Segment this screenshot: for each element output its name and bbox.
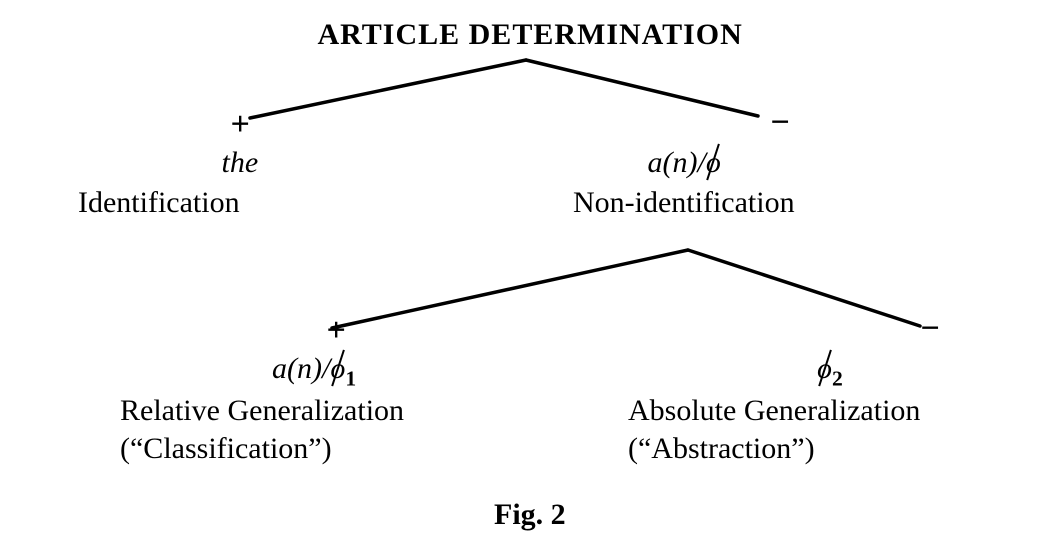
label-non-identification: Non-identification <box>573 186 795 219</box>
article-an-phi1: a(n)/o1 <box>272 352 356 391</box>
minus-sign-right-top: − <box>771 104 790 141</box>
sublabel-classification: (“Classification”) <box>120 432 332 465</box>
plus-sign-left-bottom: + <box>327 312 346 349</box>
label-identification: Identification <box>78 186 240 219</box>
sublabel-abstraction: (“Abstraction”) <box>628 432 815 465</box>
article-phi2: o2 <box>817 352 843 391</box>
article-an-phi: a(n)/o <box>648 146 721 179</box>
diagram-title: ARTICLE DETERMINATION <box>318 18 743 51</box>
plus-sign-left-top: + <box>231 106 250 143</box>
label-relative-generalization: Relative Generalization <box>120 394 404 427</box>
label-absolute-generalization: Absolute Generalization <box>628 394 920 427</box>
figure-caption: Fig. 2 <box>494 498 566 531</box>
minus-sign-right-bottom: − <box>921 310 940 347</box>
article-the: the <box>222 146 259 179</box>
diagram-canvas: { "figure": { "type": "tree", "canvas": … <box>0 0 1058 546</box>
